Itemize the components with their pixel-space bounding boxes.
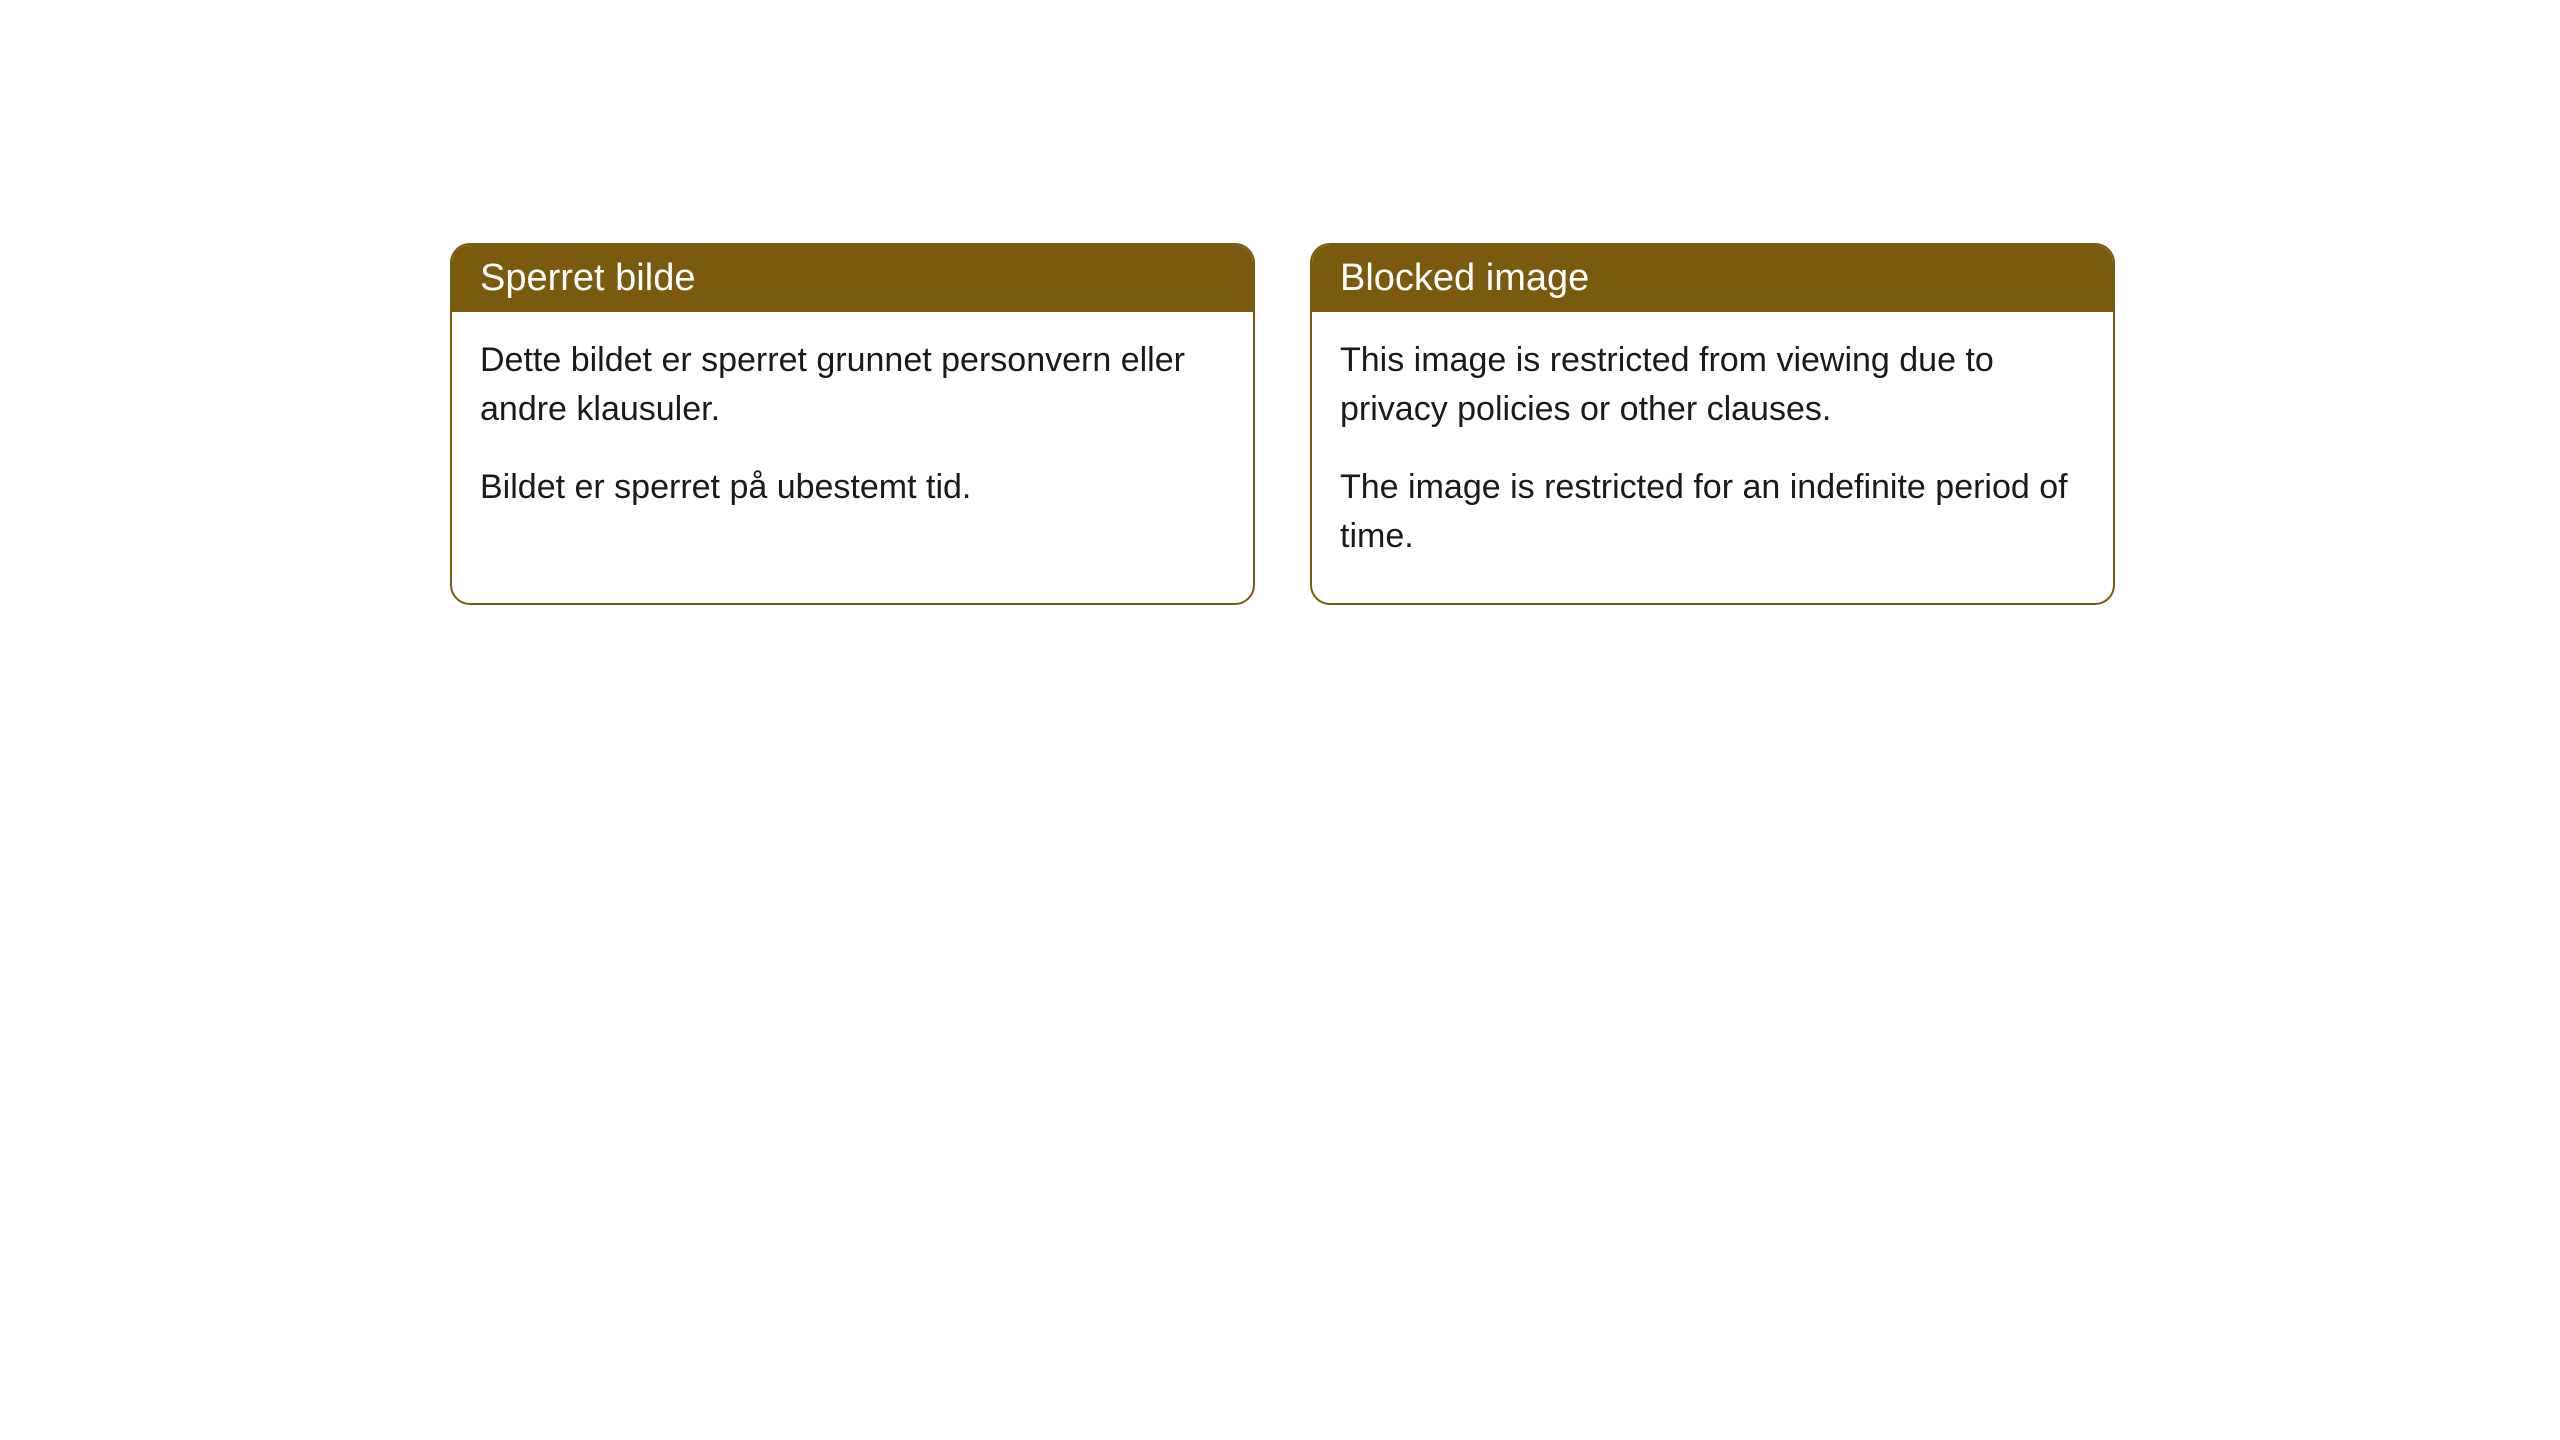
notice-card-norwegian: Sperret bilde Dette bildet er sperret gr… [450,243,1255,605]
notice-card-header: Sperret bilde [452,245,1253,312]
notice-card-title: Sperret bilde [480,257,695,299]
notice-card-body: Dette bildet er sperret grunnet personve… [452,312,1253,554]
notice-paragraph: This image is restricted from viewing du… [1340,336,2085,435]
notice-card-body: This image is restricted from viewing du… [1312,312,2113,603]
notice-paragraph: Dette bildet er sperret grunnet personve… [480,336,1225,435]
notice-paragraph: Bildet er sperret på ubestemt tid. [480,463,1225,512]
notice-card-header: Blocked image [1312,245,2113,312]
notice-cards-container: Sperret bilde Dette bildet er sperret gr… [450,243,2115,605]
notice-card-title: Blocked image [1340,257,1589,299]
notice-paragraph: The image is restricted for an indefinit… [1340,463,2085,562]
notice-card-english: Blocked image This image is restricted f… [1310,243,2115,605]
